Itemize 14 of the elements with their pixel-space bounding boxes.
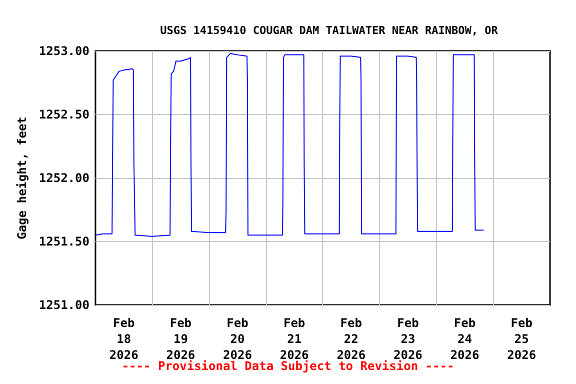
x-tick-label: Feb 25 2026 xyxy=(507,316,536,362)
y-tick-label: 1252.00 xyxy=(38,171,90,185)
y-tick-label: 1253.00 xyxy=(38,44,90,58)
line-series xyxy=(94,53,484,237)
y-axis-title: Gage height, feet xyxy=(15,116,29,240)
chart-title: USGS 14159410 COUGAR DAM TAILWATER NEAR RAINBOW, OR xyxy=(160,24,498,37)
text: ---- Provisional Data Subject to Revision ---- xyxy=(122,359,454,373)
x-tick-label: Feb 24 2026 xyxy=(450,316,480,362)
x-tick-label: Feb 18 2026 xyxy=(109,316,138,362)
y-tick-label: 1251.00 xyxy=(38,298,90,312)
x-tick-label: Feb 20 2026 xyxy=(223,316,252,362)
y-tick-label: 1252.50 xyxy=(38,108,90,122)
y-tick-label: 1251.50 xyxy=(38,234,90,248)
x-tick-label: Feb 22 2026 xyxy=(336,316,366,362)
